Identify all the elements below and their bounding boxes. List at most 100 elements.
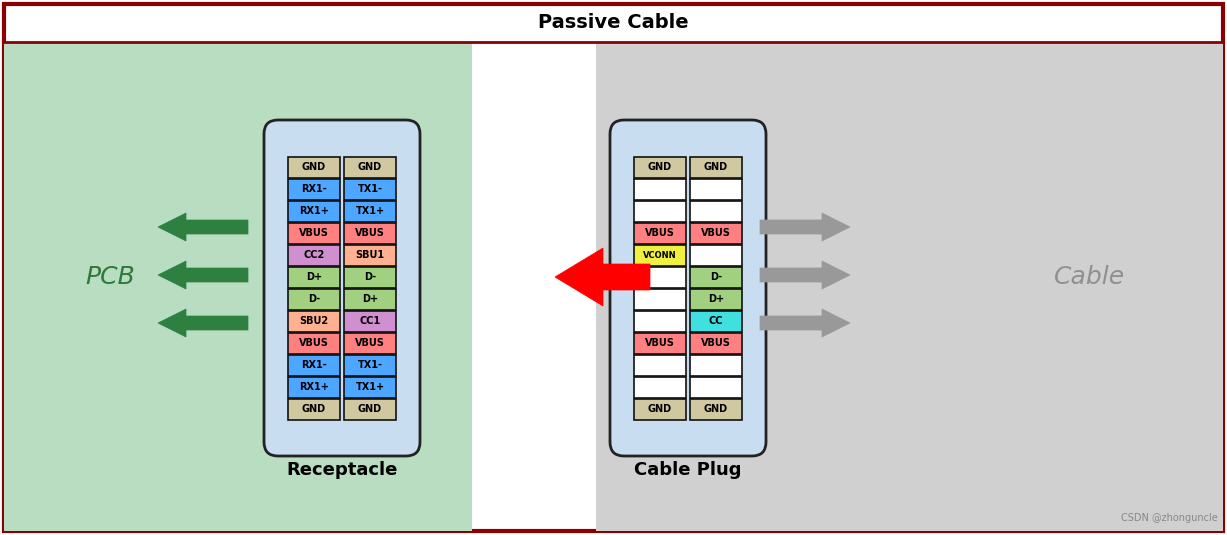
Text: VBUS: VBUS	[355, 228, 385, 238]
FancyBboxPatch shape	[344, 267, 396, 288]
FancyBboxPatch shape	[690, 267, 742, 288]
FancyBboxPatch shape	[690, 333, 742, 354]
FancyBboxPatch shape	[344, 355, 396, 376]
FancyBboxPatch shape	[690, 179, 742, 200]
FancyBboxPatch shape	[288, 157, 340, 178]
FancyBboxPatch shape	[344, 245, 396, 266]
Text: VBUS: VBUS	[299, 228, 329, 238]
FancyBboxPatch shape	[596, 42, 1223, 531]
Text: CSDN @zhonguncle: CSDN @zhonguncle	[1121, 513, 1218, 523]
Text: Cable Plug: Cable Plug	[634, 461, 742, 479]
Text: VBUS: VBUS	[645, 228, 675, 238]
FancyBboxPatch shape	[690, 223, 742, 244]
FancyBboxPatch shape	[634, 223, 686, 244]
Text: TX1-: TX1-	[357, 184, 383, 194]
Text: GND: GND	[648, 404, 672, 414]
FancyBboxPatch shape	[690, 289, 742, 310]
FancyBboxPatch shape	[344, 179, 396, 200]
Text: TX1+: TX1+	[356, 382, 384, 392]
Text: D-: D-	[308, 294, 320, 304]
Text: Receptacle: Receptacle	[286, 461, 398, 479]
Text: CC: CC	[709, 316, 723, 326]
Text: VBUS: VBUS	[701, 338, 731, 348]
Text: Cable: Cable	[1054, 265, 1125, 289]
Text: VBUS: VBUS	[701, 228, 731, 238]
Polygon shape	[760, 309, 850, 337]
FancyBboxPatch shape	[344, 223, 396, 244]
FancyBboxPatch shape	[344, 333, 396, 354]
FancyBboxPatch shape	[634, 333, 686, 354]
Text: PCB: PCB	[85, 265, 135, 289]
FancyBboxPatch shape	[690, 201, 742, 222]
FancyBboxPatch shape	[690, 377, 742, 398]
Text: D-: D-	[710, 272, 721, 282]
Polygon shape	[760, 261, 850, 289]
FancyBboxPatch shape	[344, 399, 396, 420]
Text: RX1-: RX1-	[301, 360, 326, 370]
Text: GND: GND	[302, 404, 326, 414]
FancyBboxPatch shape	[288, 201, 340, 222]
Text: GND: GND	[704, 162, 728, 172]
FancyBboxPatch shape	[690, 245, 742, 266]
FancyBboxPatch shape	[344, 377, 396, 398]
FancyBboxPatch shape	[344, 311, 396, 332]
Polygon shape	[760, 213, 850, 241]
Text: VCONN: VCONN	[643, 250, 677, 259]
FancyBboxPatch shape	[344, 157, 396, 178]
FancyBboxPatch shape	[634, 289, 686, 310]
FancyBboxPatch shape	[288, 355, 340, 376]
Text: D-: D-	[364, 272, 375, 282]
Text: SBU1: SBU1	[356, 250, 384, 260]
Text: GND: GND	[302, 162, 326, 172]
Polygon shape	[158, 261, 248, 289]
FancyBboxPatch shape	[610, 120, 766, 456]
FancyBboxPatch shape	[634, 179, 686, 200]
FancyBboxPatch shape	[288, 179, 340, 200]
Text: RX1+: RX1+	[299, 382, 329, 392]
Text: CC2: CC2	[303, 250, 325, 260]
Text: SBU2: SBU2	[299, 316, 329, 326]
FancyBboxPatch shape	[690, 157, 742, 178]
Text: D+: D+	[708, 294, 724, 304]
FancyBboxPatch shape	[634, 311, 686, 332]
FancyBboxPatch shape	[288, 289, 340, 310]
Text: VBUS: VBUS	[299, 338, 329, 348]
Text: Passive Cable: Passive Cable	[537, 12, 688, 32]
FancyBboxPatch shape	[344, 201, 396, 222]
FancyBboxPatch shape	[690, 311, 742, 332]
FancyBboxPatch shape	[634, 245, 686, 266]
Text: GND: GND	[704, 404, 728, 414]
FancyBboxPatch shape	[288, 223, 340, 244]
FancyBboxPatch shape	[288, 267, 340, 288]
FancyBboxPatch shape	[288, 399, 340, 420]
Polygon shape	[158, 213, 248, 241]
Text: VBUS: VBUS	[355, 338, 385, 348]
FancyBboxPatch shape	[264, 120, 420, 456]
FancyBboxPatch shape	[4, 42, 472, 531]
FancyBboxPatch shape	[634, 355, 686, 376]
FancyBboxPatch shape	[288, 245, 340, 266]
FancyBboxPatch shape	[634, 157, 686, 178]
Text: GND: GND	[648, 162, 672, 172]
Text: RX1-: RX1-	[301, 184, 326, 194]
Polygon shape	[158, 309, 248, 337]
Text: TX1+: TX1+	[356, 206, 384, 216]
Text: CC1: CC1	[360, 316, 380, 326]
FancyBboxPatch shape	[690, 355, 742, 376]
Text: RX1+: RX1+	[299, 206, 329, 216]
Polygon shape	[555, 248, 650, 306]
FancyBboxPatch shape	[288, 377, 340, 398]
FancyBboxPatch shape	[634, 267, 686, 288]
Text: GND: GND	[358, 404, 382, 414]
Text: D+: D+	[362, 294, 378, 304]
Text: GND: GND	[358, 162, 382, 172]
FancyBboxPatch shape	[634, 201, 686, 222]
FancyBboxPatch shape	[634, 377, 686, 398]
Text: VBUS: VBUS	[645, 338, 675, 348]
FancyBboxPatch shape	[288, 333, 340, 354]
FancyBboxPatch shape	[4, 4, 1223, 531]
Text: D+: D+	[306, 272, 321, 282]
FancyBboxPatch shape	[288, 311, 340, 332]
FancyBboxPatch shape	[690, 399, 742, 420]
FancyBboxPatch shape	[634, 399, 686, 420]
